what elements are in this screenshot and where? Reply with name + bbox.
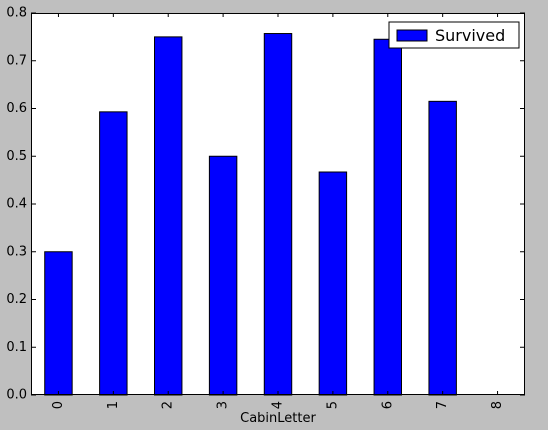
x-tick-label: 8 (490, 401, 505, 409)
bar-7 (428, 100, 457, 396)
y-tick-label: 0.3 (6, 244, 27, 259)
legend-label: Survived (435, 26, 505, 45)
x-tick-label: 3 (216, 401, 231, 409)
x-tick-label: 4 (271, 401, 286, 409)
bar-0 (44, 251, 73, 396)
legend-swatch (396, 29, 428, 42)
x-tick-label: 0 (51, 401, 66, 409)
y-tick-label: 0.6 (6, 101, 27, 116)
bar-4 (263, 33, 293, 396)
y-tick-label: 0.0 (6, 388, 27, 403)
bar-6 (373, 38, 402, 396)
legend: Survived (388, 21, 520, 49)
ticks-layer: 0 1 2 3 4 5 6 7 8 0.0 0.1 0.2 0.3 0.4 0.5 0.6 0.7 0.8 (6, 6, 525, 409)
y-tick-label: 0.1 (6, 340, 27, 355)
x-tick-label: 5 (325, 401, 340, 409)
y-tick-label: 0.8 (6, 6, 27, 21)
x-tick-label: 7 (435, 401, 450, 409)
x-tick-label: 1 (106, 401, 121, 409)
y-tick-label: 0.2 (6, 292, 27, 307)
x-tick-label: 2 (161, 401, 176, 409)
bar-5 (318, 171, 348, 396)
x-axis-label: CabinLetter (240, 411, 316, 426)
bars-layer (44, 33, 457, 396)
plot-frame (31, 13, 525, 395)
y-tick-label: 0.5 (6, 149, 27, 164)
x-tick-label: 6 (380, 401, 395, 409)
y-tick-label: 0.4 (6, 197, 27, 212)
bar-2 (154, 36, 183, 396)
bar-1 (99, 111, 128, 396)
y-tick-label: 0.7 (6, 53, 27, 68)
bar-3 (208, 155, 238, 396)
